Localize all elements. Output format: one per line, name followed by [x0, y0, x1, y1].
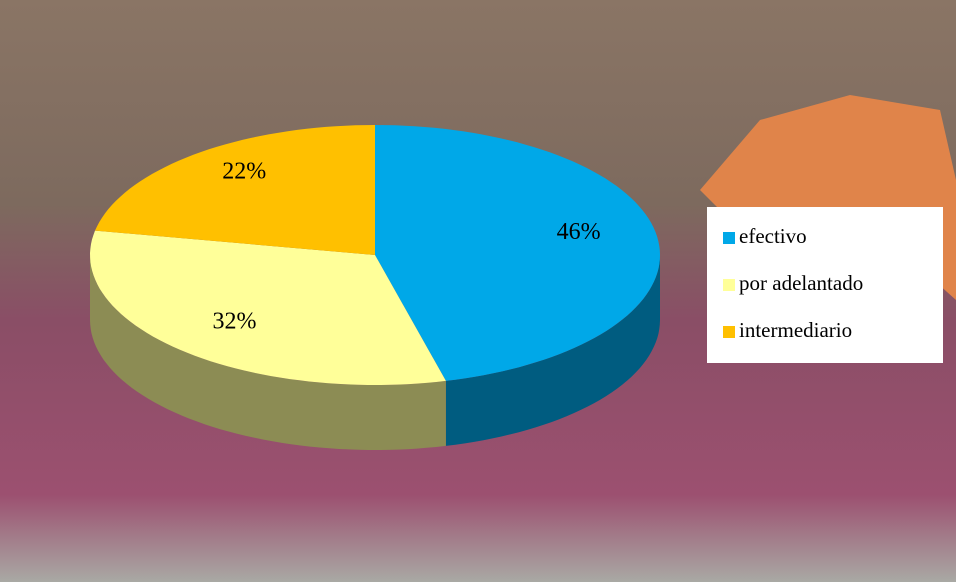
- slice-side: [445, 255, 660, 446]
- slice-side: [90, 255, 446, 450]
- data-label: 46%: [557, 219, 601, 245]
- legend-label: efectivo: [739, 224, 807, 248]
- legend-box: [707, 207, 943, 363]
- legend-swatch: [723, 279, 735, 291]
- legend-swatch: [723, 326, 735, 338]
- legend-swatch: [723, 232, 735, 244]
- slice: [375, 125, 660, 381]
- slice: [90, 230, 446, 385]
- tarp: [700, 95, 956, 300]
- slice: [95, 125, 375, 255]
- data-label: 22%: [222, 158, 266, 184]
- legend-label: por adelantado: [739, 271, 863, 295]
- legend-label: intermediario: [739, 318, 852, 342]
- data-label: 32%: [213, 309, 257, 335]
